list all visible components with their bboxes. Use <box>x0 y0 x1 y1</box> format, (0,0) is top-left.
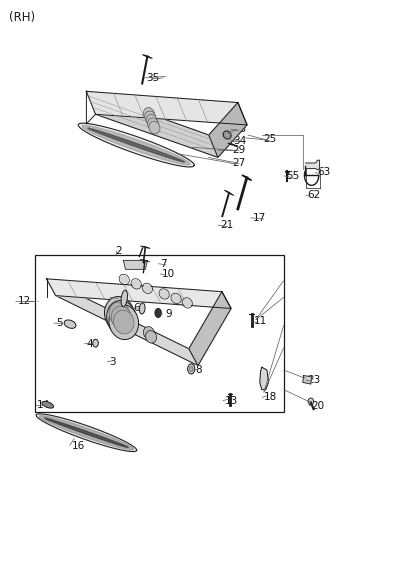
Text: 4: 4 <box>86 339 93 349</box>
Polygon shape <box>306 160 320 169</box>
Ellipse shape <box>64 320 76 328</box>
Ellipse shape <box>188 364 195 374</box>
Ellipse shape <box>107 301 136 335</box>
Ellipse shape <box>190 366 193 371</box>
Text: 12: 12 <box>18 296 31 306</box>
Text: 6: 6 <box>112 292 118 302</box>
Text: 2: 2 <box>115 246 122 256</box>
Text: 62: 62 <box>308 190 321 200</box>
Text: 7: 7 <box>160 259 167 269</box>
Ellipse shape <box>143 327 154 339</box>
Polygon shape <box>88 128 184 162</box>
Polygon shape <box>46 279 198 366</box>
Text: 25: 25 <box>263 135 276 145</box>
Text: 10: 10 <box>162 269 175 279</box>
Polygon shape <box>86 91 218 158</box>
Text: 3: 3 <box>109 357 116 367</box>
Ellipse shape <box>114 310 134 334</box>
Ellipse shape <box>139 303 145 314</box>
Ellipse shape <box>109 305 138 339</box>
Ellipse shape <box>225 133 230 137</box>
Text: 18: 18 <box>264 393 277 402</box>
Text: 29: 29 <box>233 145 246 155</box>
Polygon shape <box>39 416 134 450</box>
Text: 35: 35 <box>146 73 160 83</box>
Polygon shape <box>189 292 231 366</box>
Ellipse shape <box>172 295 180 302</box>
Ellipse shape <box>308 398 314 404</box>
Ellipse shape <box>146 330 157 343</box>
Ellipse shape <box>160 290 168 298</box>
Polygon shape <box>82 125 190 165</box>
Text: 20: 20 <box>311 401 324 411</box>
Text: 34: 34 <box>233 136 246 146</box>
Ellipse shape <box>144 108 154 120</box>
Polygon shape <box>86 91 247 125</box>
Polygon shape <box>260 367 268 390</box>
Ellipse shape <box>223 131 231 139</box>
Text: 14: 14 <box>36 401 50 410</box>
Bar <box>34 255 284 412</box>
Ellipse shape <box>155 309 161 318</box>
Text: 9: 9 <box>165 309 172 319</box>
Polygon shape <box>45 418 128 448</box>
Polygon shape <box>36 414 137 452</box>
Ellipse shape <box>93 339 98 347</box>
Text: 23: 23 <box>308 375 321 385</box>
Ellipse shape <box>146 114 157 127</box>
Text: 17: 17 <box>253 213 266 223</box>
Text: 8: 8 <box>195 365 202 375</box>
Text: 55: 55 <box>286 171 299 181</box>
Ellipse shape <box>104 297 134 332</box>
Text: 63: 63 <box>317 168 330 177</box>
Ellipse shape <box>143 284 152 292</box>
Ellipse shape <box>111 306 132 330</box>
Ellipse shape <box>42 401 54 408</box>
Polygon shape <box>78 123 194 167</box>
Text: 27: 27 <box>232 158 245 168</box>
Ellipse shape <box>132 280 140 288</box>
Text: 11: 11 <box>254 316 267 327</box>
Ellipse shape <box>109 302 130 326</box>
Ellipse shape <box>145 111 156 123</box>
Polygon shape <box>124 260 147 269</box>
Text: 5: 5 <box>56 318 62 328</box>
Ellipse shape <box>121 290 128 307</box>
Polygon shape <box>209 103 247 158</box>
Text: 16: 16 <box>72 440 85 450</box>
Ellipse shape <box>183 299 192 307</box>
Ellipse shape <box>120 275 128 283</box>
Text: 6: 6 <box>133 304 140 314</box>
Ellipse shape <box>149 121 160 134</box>
Polygon shape <box>303 376 312 384</box>
Text: 33: 33 <box>233 125 246 135</box>
Text: (RH): (RH) <box>9 11 35 24</box>
Ellipse shape <box>148 118 159 130</box>
Polygon shape <box>46 279 231 309</box>
Text: 13: 13 <box>225 396 238 406</box>
Text: 21: 21 <box>220 220 233 230</box>
